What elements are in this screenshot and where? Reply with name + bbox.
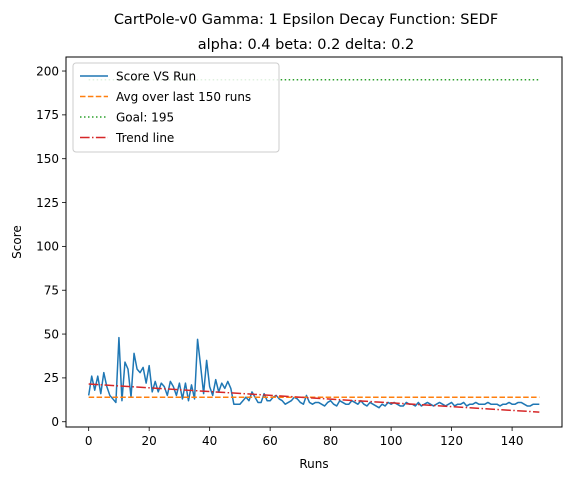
x-tick-label: 140 [501,434,524,448]
y-tick-label: 175 [36,108,59,122]
x-tick-label: 80 [323,434,338,448]
x-tick-label: 0 [85,434,93,448]
legend-box [72,62,280,153]
x-axis: 0 20 40 60 80 100 120 140 [85,427,524,448]
y-tick-label: 125 [36,196,59,210]
legend: Score VS Run Avg over last 150 runs Goal: … [72,62,280,153]
x-tick-label: 40 [202,434,217,448]
series-line-0 [87,336,540,409]
x-axis-label: Runs [299,457,328,471]
series-line-3 [88,383,540,413]
x-tick-label: 20 [142,434,157,448]
y-tick-label: 200 [36,64,59,78]
legend-label-2: Goal: 195 [116,110,174,124]
chart-title-line1: CartPole-v0 Gamma: 1 Epsilon Decay Funct… [114,12,498,28]
y-tick-label: 75 [44,284,59,298]
x-tick-label: 100 [380,434,403,448]
chart-title-line2: alpha: 0.4 beta: 0.2 delta: 0.2 [198,37,415,53]
series-layer [87,79,540,413]
y-tick-label: 100 [36,240,59,254]
y-tick-label: 50 [44,327,59,341]
y-tick-label: 0 [51,415,59,429]
y-tick-label: 25 [44,371,59,385]
legend-label-3: Trend line [115,131,174,145]
y-axis: 0 25 50 75 100 125 150 175 200 [36,64,66,429]
y-axis-label: Score [10,225,24,259]
x-tick-label: 60 [263,434,278,448]
y-tick-label: 150 [36,152,59,166]
x-tick-label: 120 [440,434,463,448]
legend-label-0: Score VS Run [116,69,196,83]
legend-label-1: Avg over last 150 runs [116,90,251,104]
